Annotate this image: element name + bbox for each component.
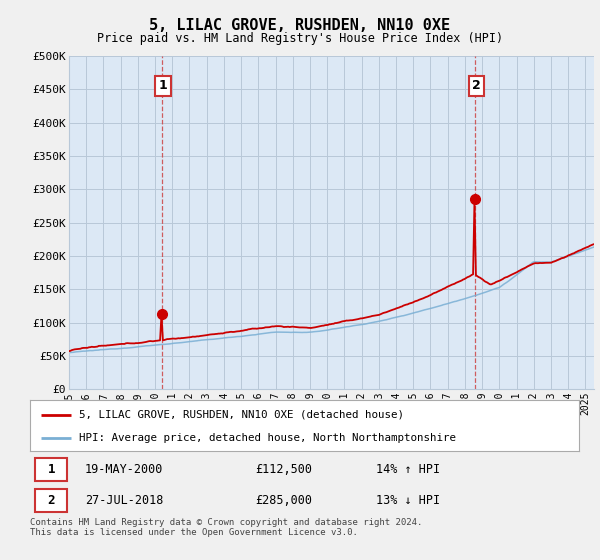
Text: £112,500: £112,500 [255,463,312,476]
Text: 27-JUL-2018: 27-JUL-2018 [85,494,163,507]
Text: 5, LILAC GROVE, RUSHDEN, NN10 0XE (detached house): 5, LILAC GROVE, RUSHDEN, NN10 0XE (detac… [79,409,404,419]
Text: 13% ↓ HPI: 13% ↓ HPI [376,494,440,507]
Text: 14% ↑ HPI: 14% ↑ HPI [376,463,440,476]
Text: 2: 2 [47,494,55,507]
FancyBboxPatch shape [35,458,67,480]
Text: HPI: Average price, detached house, North Northamptonshire: HPI: Average price, detached house, Nort… [79,433,457,443]
Text: 1: 1 [47,463,55,476]
Text: £285,000: £285,000 [255,494,312,507]
Text: 2: 2 [472,80,481,92]
Text: 19-MAY-2000: 19-MAY-2000 [85,463,163,476]
FancyBboxPatch shape [35,489,67,512]
Text: Contains HM Land Registry data © Crown copyright and database right 2024.
This d: Contains HM Land Registry data © Crown c… [30,518,422,538]
Text: 1: 1 [159,80,168,92]
Text: Price paid vs. HM Land Registry's House Price Index (HPI): Price paid vs. HM Land Registry's House … [97,32,503,45]
Text: 5, LILAC GROVE, RUSHDEN, NN10 0XE: 5, LILAC GROVE, RUSHDEN, NN10 0XE [149,18,451,33]
